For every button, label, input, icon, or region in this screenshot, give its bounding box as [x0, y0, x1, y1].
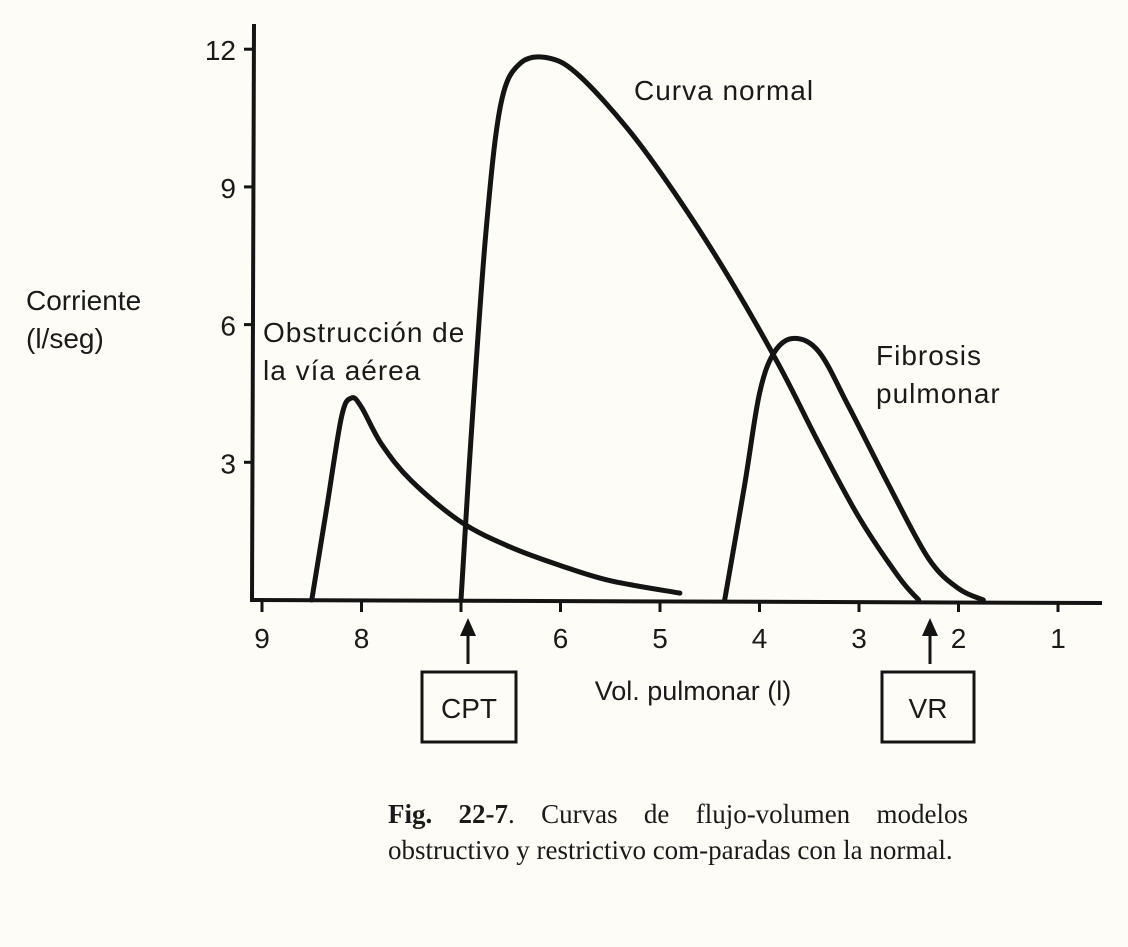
cpt-box [420, 670, 518, 744]
cpt-label: CPT [441, 693, 497, 724]
fibrosis-curve-label: Fibrosis [876, 340, 982, 371]
x-tick-label: 1 [1050, 623, 1066, 654]
x-tick-label: 2 [951, 623, 967, 654]
x-tick-label: 5 [652, 623, 668, 654]
fibrosis-curve-label: pulmonar [876, 378, 1001, 409]
obstruction-curve [309, 395, 683, 603]
y-tick-label: 12 [205, 35, 236, 66]
x-tick-label: 6 [553, 623, 569, 654]
arrow-up-icon [460, 618, 476, 636]
x-tick-label: 4 [752, 623, 768, 654]
x-tick-label: 9 [254, 623, 270, 654]
obstruction-curve-label: la vía aérea [263, 355, 421, 386]
y-tick-label: 3 [220, 448, 236, 479]
figure-number: Fig. 22-7 [388, 799, 509, 829]
annotations: CPT VR [420, 618, 976, 744]
y-tick-label: 6 [220, 311, 236, 342]
curves [309, 54, 986, 603]
obstruction-curve-label: Obstrucción de [263, 317, 465, 348]
vr-label: VR [909, 693, 948, 724]
axes: 3 6 9 12 9 8 6 5 4 3 2 1 Corriente (l/seg) Vol. pulmon… [26, 23, 1103, 706]
fibrosis-curve [722, 335, 986, 603]
normal-curve [458, 54, 922, 603]
vr-box [880, 670, 976, 744]
x-tick-label: 8 [354, 623, 370, 654]
figure-caption: Fig. 22-7. Curvas de flujo-volumen model… [388, 796, 968, 868]
x-axis-line [249, 598, 1103, 605]
y-tick-label: 9 [220, 173, 236, 204]
y-axis-title: Corriente [26, 285, 141, 316]
arrow-up-icon [922, 618, 938, 636]
y-axis-title: (l/seg) [26, 323, 104, 354]
y-axis-line [250, 23, 256, 602]
x-axis-title: Vol. pulmonar (l) [595, 676, 792, 706]
caption-text: . Curvas de flujo-volumen modelos obstru… [388, 799, 968, 865]
x-tick-label: 3 [851, 623, 867, 654]
normal-curve-label: Curva normal [634, 75, 814, 106]
curve-labels: Curva normal Obstrucción de la vía aérea Fi… [263, 75, 1001, 409]
